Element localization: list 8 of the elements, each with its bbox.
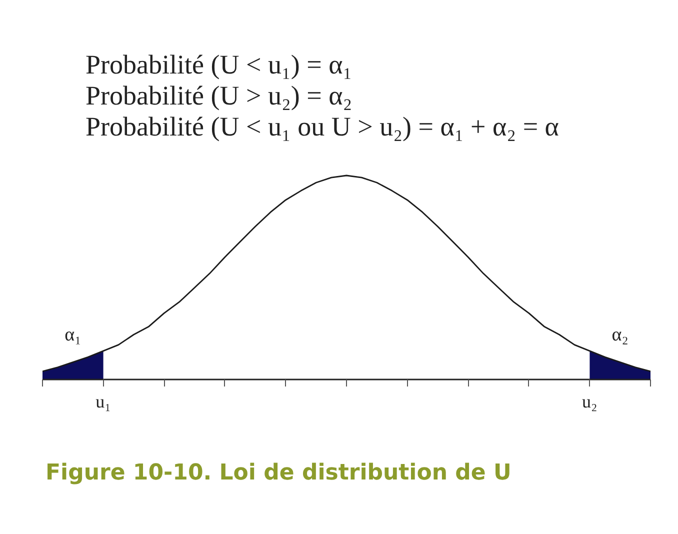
series-label: α₂ — [612, 324, 628, 346]
x-tick-label: u₁ — [96, 392, 111, 412]
series-label: α₁ — [64, 324, 82, 346]
text: Probabilité (U < u₁ ou U > u₂) = α₁ + α₂ = α — [86, 112, 559, 142]
x-tick-label: u₂ — [582, 392, 598, 412]
text: Figure 10-10. Loi de distribution de U — [46, 460, 512, 486]
text: Probabilité (U > u₂) = α₂ — [86, 80, 352, 110]
text: Probabilité (U < u₁) = α₁ — [86, 50, 352, 80]
